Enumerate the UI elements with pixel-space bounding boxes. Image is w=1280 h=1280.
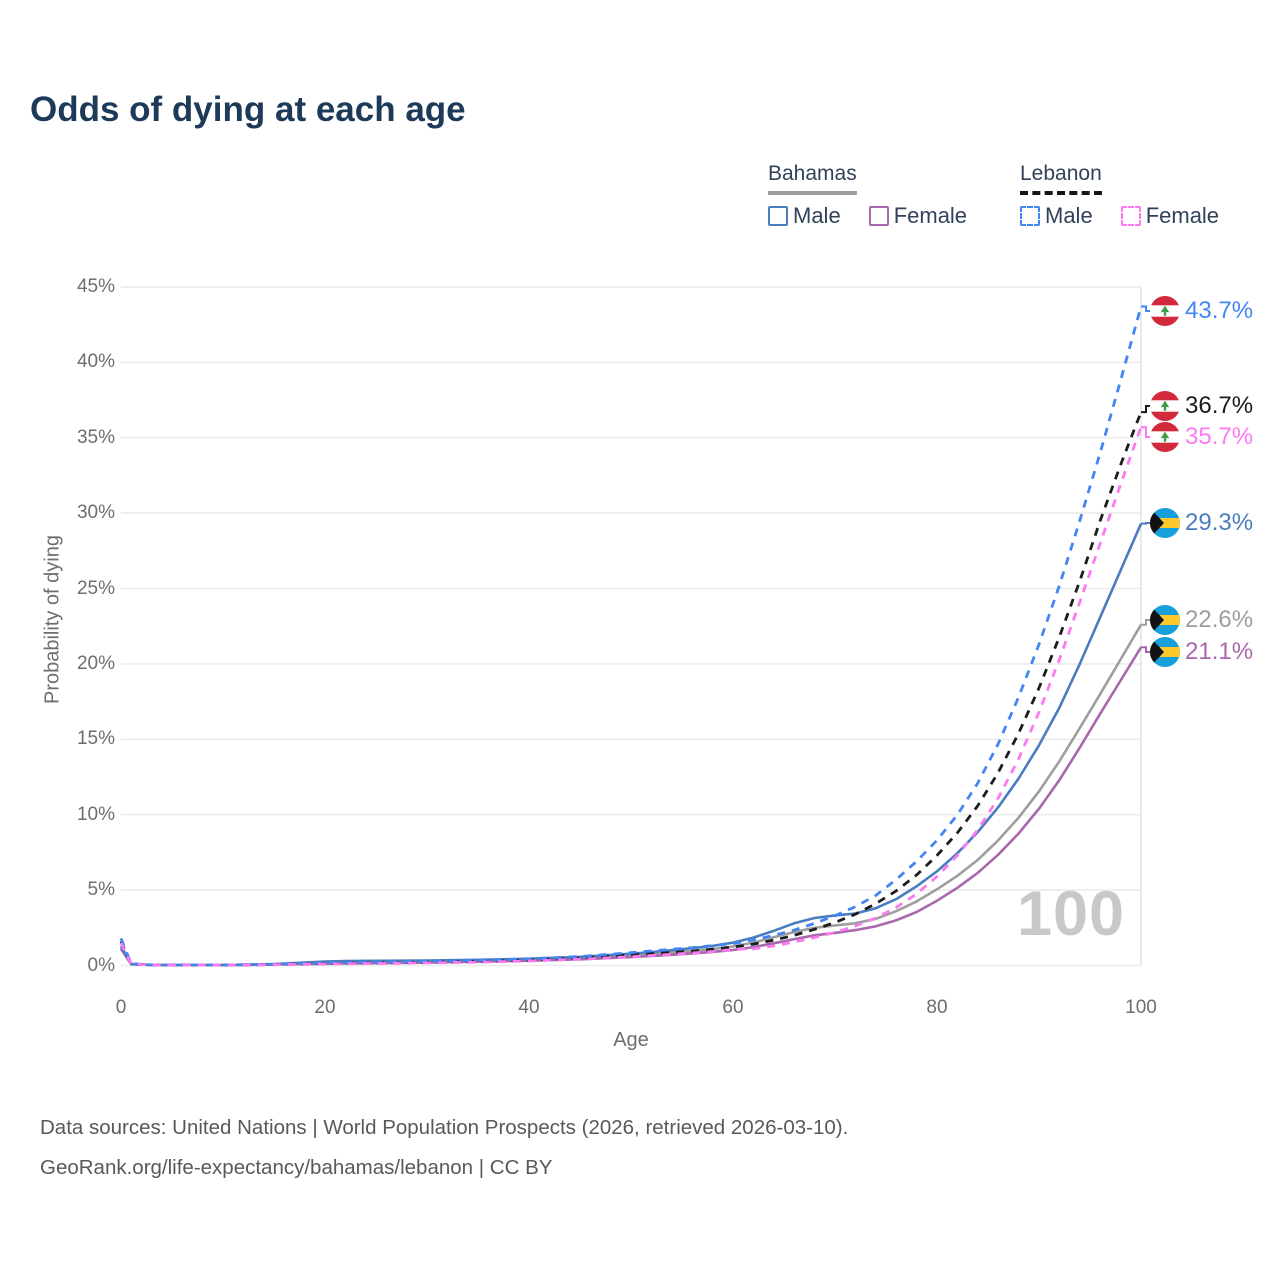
checkbox-bahamas-male[interactable]	[768, 206, 788, 226]
end-label-lebanon-female: 35.7%	[1150, 420, 1253, 454]
legend-item-label: Male	[1045, 203, 1093, 228]
series-line-lebanon-both-sexes[interactable]	[119, 411, 1143, 967]
x-tick-label: 80	[926, 997, 948, 1018]
series-line-bahamas-both-sexes[interactable]	[119, 624, 1143, 967]
end-label-connector	[1141, 522, 1152, 525]
y-tick-label: 0%	[87, 954, 115, 976]
hover-age-indicator: 100	[1016, 879, 1126, 949]
legend-country-lebanon[interactable]: Lebanon	[1020, 162, 1102, 195]
end-label-value: 35.7%	[1185, 423, 1254, 450]
page-title: Odds of dying at each age	[30, 90, 466, 129]
end-label-bahamas-male: 29.3%	[1150, 506, 1253, 540]
end-label-value: 21.1%	[1185, 638, 1254, 665]
end-label-connector	[1141, 646, 1152, 653]
legend-item-lebanon-male[interactable]: Male	[1020, 203, 1093, 229]
x-tick-label: 40	[518, 997, 540, 1018]
y-tick-label: 10%	[76, 803, 115, 825]
lebanon-flag-icon	[1150, 391, 1180, 421]
legend-group-lebanon: Lebanon Male Female	[1020, 162, 1241, 229]
attribution-line: GeoRank.org/life-expectancy/bahamas/leba…	[40, 1156, 553, 1179]
series-line-lebanon-male[interactable]	[119, 306, 1143, 967]
end-label-value: 36.7%	[1185, 392, 1254, 419]
legend-item-label: Male	[793, 203, 841, 228]
bahamas-flag-icon	[1150, 508, 1180, 538]
x-tick-label: 100	[1125, 997, 1157, 1018]
end-label-value: 22.6%	[1185, 606, 1254, 633]
end-label-connector	[1141, 305, 1152, 312]
legend-item-bahamas-male[interactable]: Male	[768, 203, 841, 229]
end-label-bahamas-both: 22.6%	[1150, 603, 1253, 637]
y-tick-label: 20%	[76, 652, 115, 674]
legend-item-bahamas-female[interactable]: Female	[868, 203, 968, 229]
checkbox-bahamas-female[interactable]	[868, 206, 889, 226]
y-tick-label: 5%	[87, 879, 115, 901]
y-tick-label: 15%	[76, 728, 115, 750]
legend-item-label: Female	[1145, 203, 1220, 228]
x-tick-label: 0	[115, 997, 127, 1018]
end-label-bahamas-female: 21.1%	[1150, 635, 1253, 669]
y-tick-label: 35%	[76, 426, 115, 448]
lebanon-flag-icon	[1150, 422, 1180, 452]
end-label-value: 29.3%	[1185, 509, 1254, 536]
series-line-lebanon-female[interactable]	[119, 426, 1143, 967]
lebanon-flag-icon	[1150, 296, 1180, 326]
series-line-bahamas-male[interactable]	[119, 523, 1143, 967]
series-line-bahamas-female[interactable]	[119, 646, 1143, 967]
bahamas-flag-icon	[1150, 605, 1180, 635]
end-label-lebanon-male: 43.7%	[1150, 294, 1253, 328]
end-label-connector	[1141, 619, 1152, 626]
x-axis-title: Age	[613, 1029, 649, 1051]
y-axis-title: Probability of dying	[41, 535, 64, 704]
data-sources-line: Data sources: United Nations | World Pop…	[40, 1116, 849, 1139]
end-label-connector	[1141, 426, 1152, 438]
y-tick-label: 30%	[76, 502, 115, 524]
y-tick-label: 45%	[76, 275, 115, 297]
end-label-value: 43.7%	[1185, 297, 1254, 324]
x-tick-label: 20	[314, 997, 336, 1018]
bahamas-flag-icon	[1150, 637, 1180, 667]
legend-country-bahamas[interactable]: Bahamas	[768, 162, 857, 195]
legend-item-label: Female	[893, 203, 968, 228]
x-tick-label: 60	[722, 997, 744, 1018]
checkbox-lebanon-male[interactable]	[1020, 206, 1040, 226]
legend-item-lebanon-female[interactable]: Female	[1120, 203, 1220, 229]
y-tick-label: 25%	[76, 577, 115, 599]
end-label-lebanon-both: 36.7%	[1150, 389, 1253, 423]
footer: Data sources: United Nations | World Pop…	[40, 1108, 848, 1188]
y-tick-label: 40%	[76, 351, 115, 373]
checkbox-lebanon-female[interactable]	[1120, 206, 1141, 226]
legend-group-bahamas: Bahamas Male Female	[768, 162, 989, 229]
end-label-connector	[1141, 405, 1152, 414]
